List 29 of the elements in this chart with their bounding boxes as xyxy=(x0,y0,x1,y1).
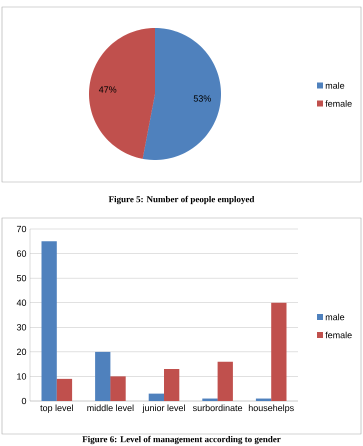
legend-label: male xyxy=(326,314,344,320)
y-tick-label: 60 xyxy=(16,250,26,257)
x-tick-label: junior level xyxy=(142,404,185,413)
y-tick-label: 40 xyxy=(16,300,26,306)
x-tick-label: househelps xyxy=(248,404,294,413)
bar xyxy=(95,352,110,401)
x-tick-label: surbordinate xyxy=(192,404,242,412)
bar xyxy=(218,362,233,401)
y-tick-label: 0 xyxy=(22,398,26,404)
text: Figure 5: Number of people employed xyxy=(108,196,254,204)
y-tick-label: 70 xyxy=(16,226,26,232)
data-label: 47% xyxy=(98,86,116,93)
bar xyxy=(42,241,57,401)
y-tick-label: 20 xyxy=(16,348,26,356)
legend-label: female xyxy=(325,100,352,107)
legend-label: male xyxy=(326,82,344,89)
bar xyxy=(56,378,72,401)
x-tick-label: top level xyxy=(40,404,73,413)
bar xyxy=(271,302,287,401)
bar xyxy=(164,369,180,401)
text: Figure 6: Level of management according to gender xyxy=(82,436,281,444)
legend-label: female xyxy=(325,332,352,338)
data-label: 53% xyxy=(194,95,211,102)
bar xyxy=(148,394,164,401)
y-tick-label: 50 xyxy=(16,274,26,282)
bar xyxy=(110,376,126,401)
x-tick-label: middle level xyxy=(87,404,134,412)
y-tick-label: 30 xyxy=(16,324,26,330)
y-tick-label: 10 xyxy=(17,373,26,380)
